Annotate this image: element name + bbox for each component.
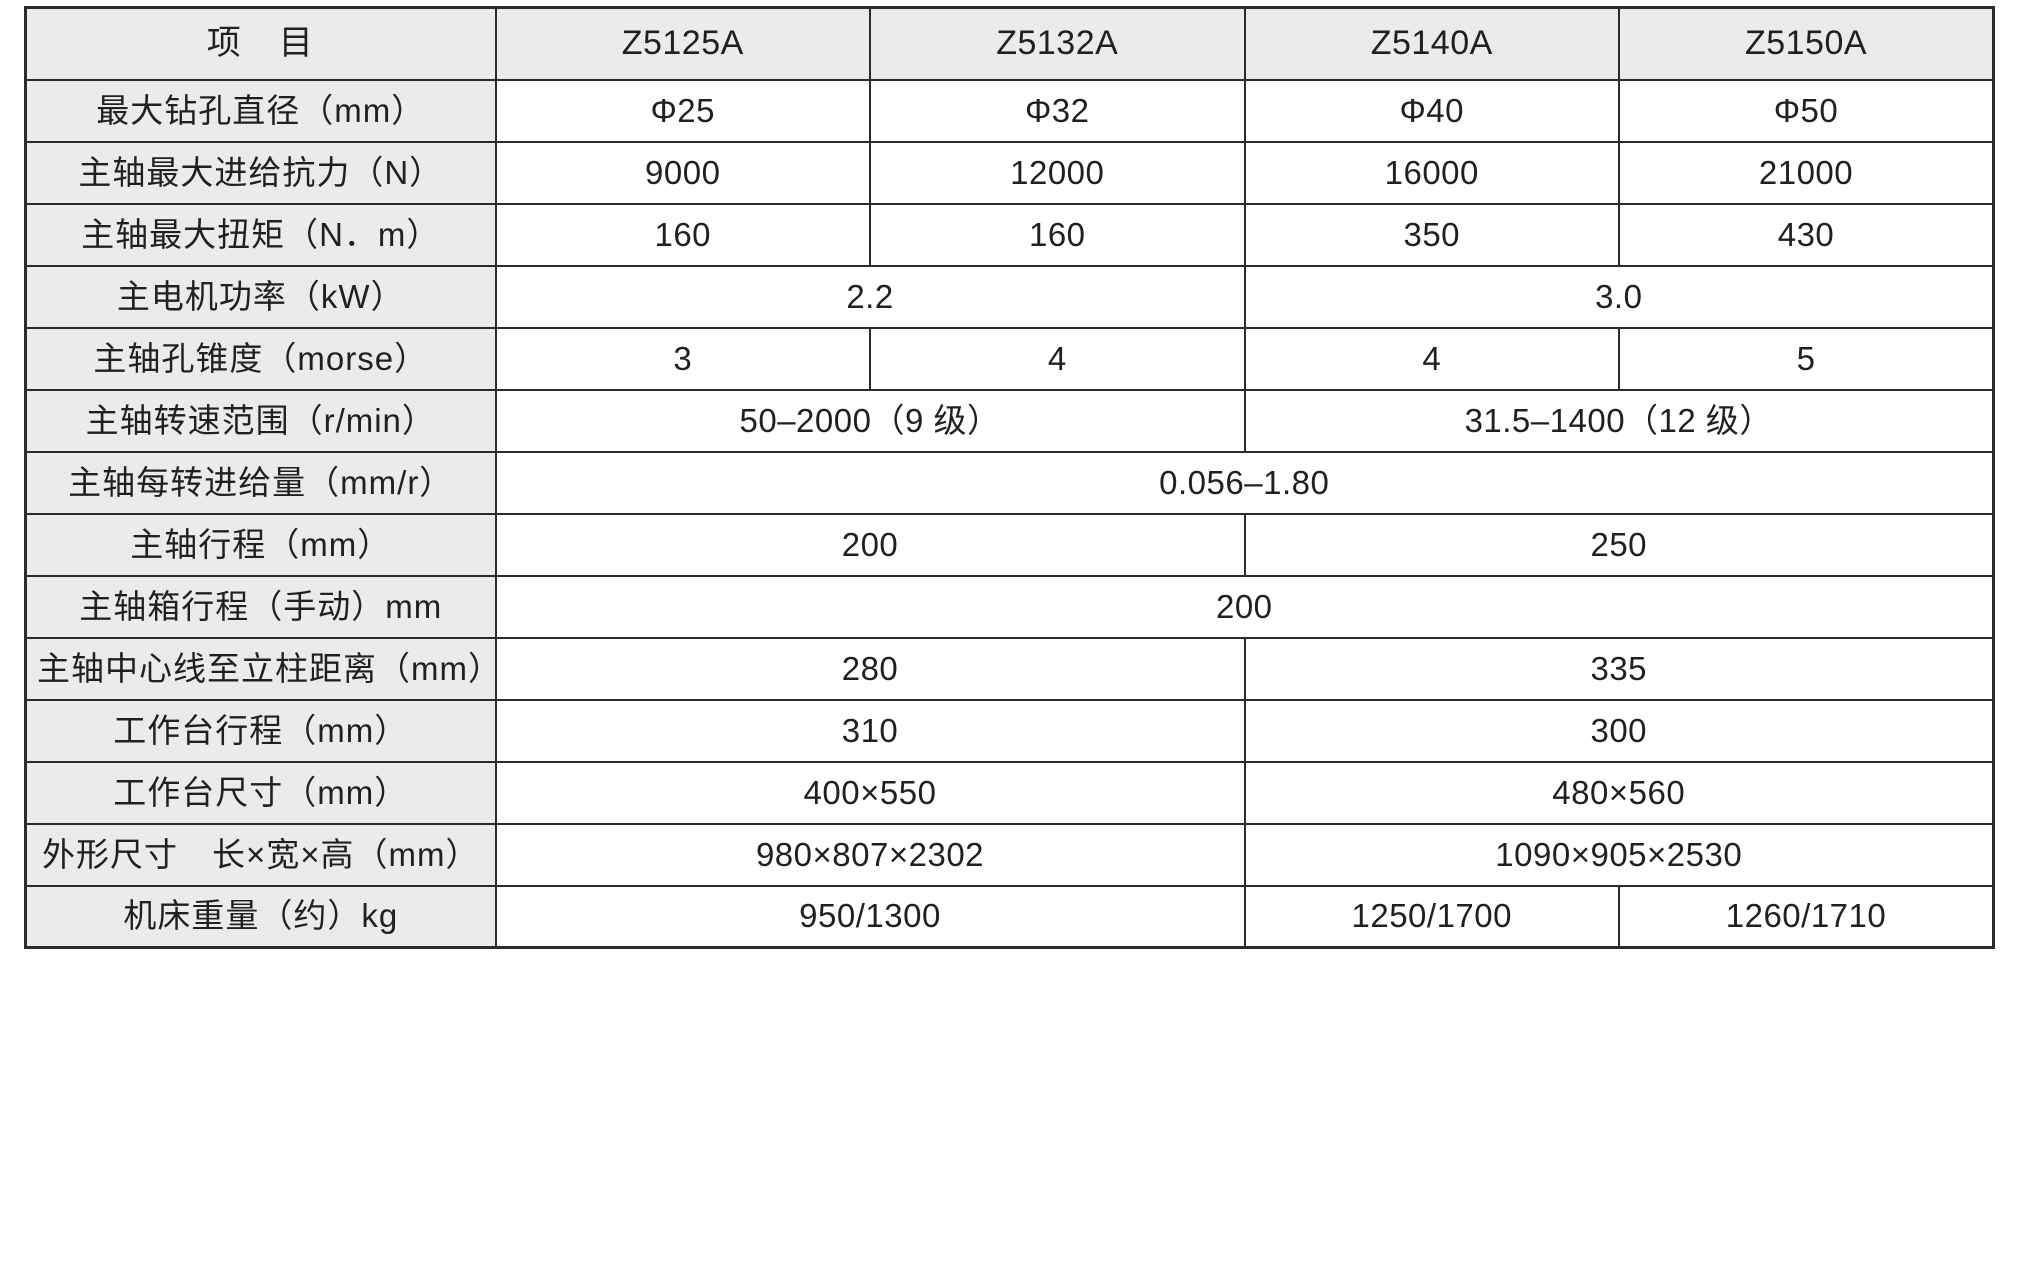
spec-value-cell: Φ25 (494, 78, 871, 143)
spec-value-cell: 335 (1243, 636, 1995, 701)
spec-value-cell: Φ32 (869, 78, 1246, 143)
spec-value-cell: 980×807×2302 (494, 822, 1246, 887)
table-row: 主轴每转进给量（mm/r） 0.056–1.80 (24, 450, 1995, 515)
header-model-z5140a: Z5140A (1243, 6, 1620, 81)
spec-value-cell: Φ50 (1618, 78, 1995, 143)
spec-value-cell: 300 (1243, 698, 1995, 763)
header-model-z5132a: Z5132A (869, 6, 1246, 81)
spec-value-cell: 1250/1700 (1243, 884, 1620, 949)
machine-specification-table: 项 目 Z5125A Z5132A Z5140A Z5150A 最大钻孔直径（mm） Φ25… (24, 6, 1995, 949)
spec-value-cell: 31.5–1400（12 级） (1243, 388, 1995, 453)
table-row: 主轴最大进给抗力（N） 9000 12000 16000 21000 (24, 140, 1995, 205)
row-label: 工作台行程（mm） (24, 698, 497, 763)
spec-value-cell: 1260/1710 (1618, 884, 1995, 949)
table-row: 主轴箱行程（手动）mm 200 (24, 574, 1995, 639)
table-row: 最大钻孔直径（mm） Φ25 Φ32 Φ40 Φ50 (24, 78, 1995, 143)
spec-value-cell: 3 (494, 326, 871, 391)
spec-value-cell: 0.056–1.80 (494, 450, 1995, 515)
spec-value-cell: 250 (1243, 512, 1995, 577)
spec-value-cell: 5 (1618, 326, 1995, 391)
row-label: 主轴最大扭矩（N．m） (24, 202, 497, 267)
spec-value-cell: 200 (494, 512, 1246, 577)
table-row: 主轴最大扭矩（N．m） 160 160 350 430 (24, 202, 1995, 267)
spec-value-cell: 280 (494, 636, 1246, 701)
table-header-row: 项 目 Z5125A Z5132A Z5140A Z5150A (24, 6, 1995, 81)
spec-value-cell: 160 (494, 202, 871, 267)
spec-value-cell: 50–2000（9 级） (494, 388, 1246, 453)
spec-value-cell: 310 (494, 698, 1246, 763)
spec-value-cell: 16000 (1243, 140, 1620, 205)
table-row: 主电机功率（kW） 2.2 3.0 (24, 264, 1995, 329)
spec-value-cell: 950/1300 (494, 884, 1246, 949)
spec-value-cell: Φ40 (1243, 78, 1620, 143)
table-body: 项 目 Z5125A Z5132A Z5140A Z5150A 最大钻孔直径（mm） Φ25… (24, 6, 1995, 949)
spec-value-cell: 1090×905×2530 (1243, 822, 1995, 887)
table-row: 主轴中心线至立柱距离（mm） 280 335 (24, 636, 1995, 701)
spec-value-cell: 350 (1243, 202, 1620, 267)
spec-value-cell: 480×560 (1243, 760, 1995, 825)
row-label: 主电机功率（kW） (24, 264, 497, 329)
table-row: 主轴行程（mm） 200 250 (24, 512, 1995, 577)
spec-value-cell: 2.2 (494, 264, 1246, 329)
row-label: 工作台尺寸（mm） (24, 760, 497, 825)
table-row: 主轴孔锥度（morse） 3 4 4 5 (24, 326, 1995, 391)
spec-value-cell: 430 (1618, 202, 1995, 267)
table-row: 机床重量（约）kg 950/1300 1250/1700 1260/1710 (24, 884, 1995, 949)
row-label: 主轴转速范围（r/min） (24, 388, 497, 453)
row-label: 外形尺寸 长×宽×高（mm） (24, 822, 497, 887)
spec-value-cell: 200 (494, 574, 1995, 639)
row-label: 主轴最大进给抗力（N） (24, 140, 497, 205)
row-label: 机床重量（约）kg (24, 884, 497, 949)
table-row: 外形尺寸 长×宽×高（mm） 980×807×2302 1090×905×2530 (24, 822, 1995, 887)
spec-value-cell: 400×550 (494, 760, 1246, 825)
spec-value-cell: 4 (869, 326, 1246, 391)
header-model-z5150a: Z5150A (1618, 6, 1995, 81)
header-model-z5125a: Z5125A (494, 6, 871, 81)
row-label: 主轴行程（mm） (24, 512, 497, 577)
row-label: 主轴箱行程（手动）mm (24, 574, 497, 639)
spec-value-cell: 160 (869, 202, 1246, 267)
row-label: 主轴每转进给量（mm/r） (24, 450, 497, 515)
spec-value-cell: 12000 (869, 140, 1246, 205)
row-label: 最大钻孔直径（mm） (24, 78, 497, 143)
table-row: 主轴转速范围（r/min） 50–2000（9 级） 31.5–1400（12 级） (24, 388, 1995, 453)
spec-value-cell: 9000 (494, 140, 871, 205)
spec-value-cell: 3.0 (1243, 264, 1995, 329)
spec-value-cell: 21000 (1618, 140, 1995, 205)
row-label: 主轴中心线至立柱距离（mm） (24, 636, 501, 701)
row-label: 主轴孔锥度（morse） (24, 326, 497, 391)
table-row: 工作台行程（mm） 310 300 (24, 698, 1995, 763)
table-row: 工作台尺寸（mm） 400×550 480×560 (24, 760, 1995, 825)
header-item-label: 项 目 (24, 6, 497, 81)
spec-value-cell: 4 (1243, 326, 1620, 391)
